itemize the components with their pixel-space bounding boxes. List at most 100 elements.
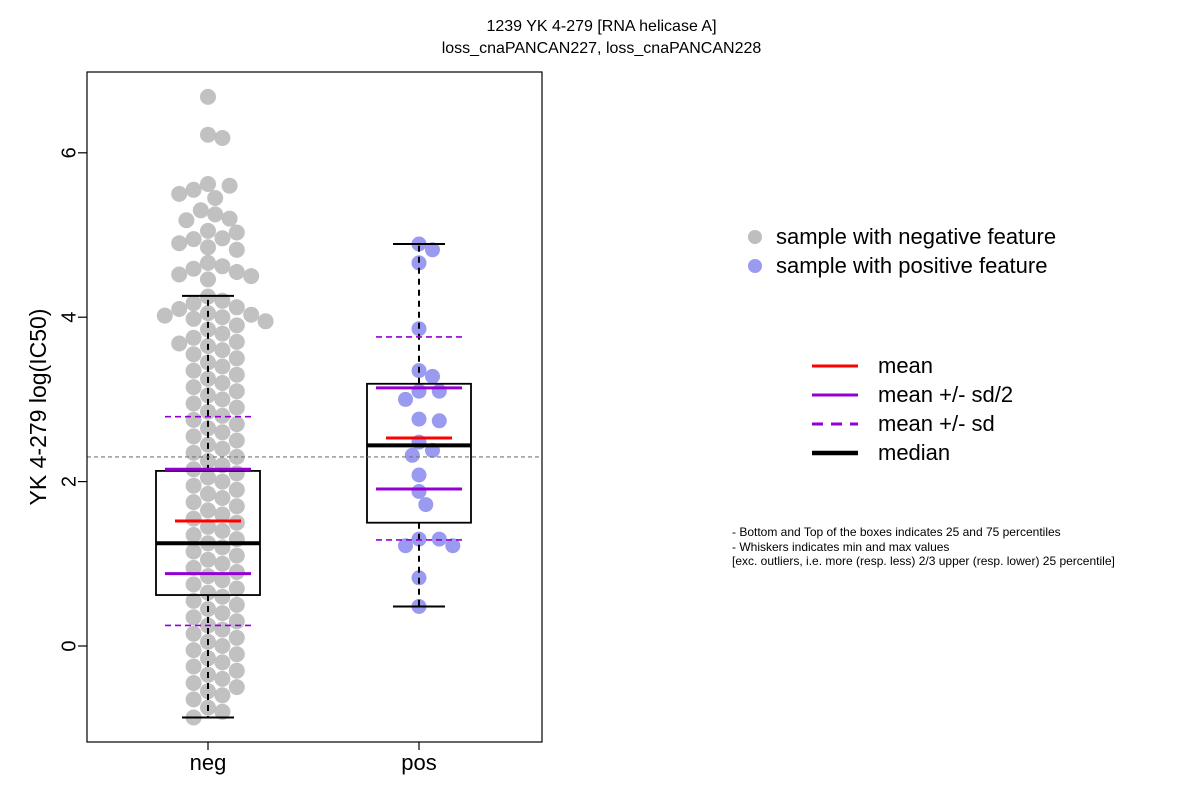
- data-point: [228, 432, 245, 449]
- data-point: [228, 646, 245, 663]
- data-point: [228, 613, 245, 630]
- data-point: [207, 206, 224, 223]
- data-point: [171, 301, 188, 317]
- data-point: [398, 538, 413, 554]
- data-point: [171, 185, 188, 202]
- axis-layer: 0 2 4 6 YK 4-279 log(IC50) neg pos: [25, 147, 437, 775]
- x-tick-label: neg: [190, 750, 227, 775]
- data-point: [411, 411, 427, 427]
- data-point: [200, 387, 216, 404]
- data-point: [214, 588, 231, 605]
- legend-label-sd: mean +/- sd: [878, 410, 995, 436]
- data-point: [214, 258, 231, 275]
- data-point: [185, 260, 202, 277]
- data-point: [411, 484, 427, 499]
- data-point: [185, 428, 202, 445]
- y-axis-label: YK 4-279 log(IC50): [25, 309, 51, 506]
- data-point: [171, 266, 188, 283]
- lines-legend: mean mean +/- sd/2 mean +/- sd median: [812, 351, 1013, 467]
- legend-label-positive: sample with positive feature: [776, 252, 1048, 278]
- data-point: [214, 230, 231, 247]
- data-point: [185, 329, 202, 346]
- y-tick-label: 2: [58, 476, 80, 487]
- data-point: [221, 210, 238, 227]
- data-point: [214, 325, 231, 342]
- data-point: [228, 416, 245, 433]
- data-point: [228, 383, 245, 400]
- data-point: [214, 638, 231, 654]
- stats-layer: [155, 243, 472, 719]
- data-point: [185, 527, 202, 543]
- data-point: [185, 543, 202, 560]
- data-point: [185, 411, 202, 428]
- data-point: [214, 309, 231, 326]
- data-point: [214, 555, 231, 572]
- data-point: [228, 399, 245, 416]
- data-point: [228, 662, 245, 679]
- data-point: [185, 625, 202, 642]
- data-point: [411, 383, 427, 399]
- y-tick-label: 6: [58, 147, 80, 158]
- data-point: [200, 551, 216, 568]
- iqr-box: [366, 382, 472, 524]
- legend-label-mean: mean: [878, 352, 934, 378]
- data-point: [200, 88, 216, 105]
- data-point: [185, 362, 202, 379]
- data-point: [228, 317, 245, 334]
- data-point: [185, 181, 202, 198]
- data-point: [200, 485, 216, 502]
- data-point: [185, 477, 202, 494]
- chart-title: 1239 YK 4-279 [RNA helicase A]: [486, 18, 717, 35]
- half-sd-line-icon: [812, 393, 858, 396]
- data-point: [178, 212, 195, 229]
- data-point: [185, 444, 202, 461]
- data-point: [200, 222, 216, 239]
- data-point: [214, 375, 231, 391]
- legend-item-half-sd: mean +/- sd/2: [812, 380, 1013, 409]
- data-point: [200, 650, 216, 667]
- data-point: [185, 691, 202, 708]
- data-point: [214, 391, 231, 408]
- data-point: [431, 413, 447, 429]
- data-point: [200, 176, 216, 192]
- note-line-2: - Whiskers indicates min and max values: [732, 539, 950, 554]
- legend-item-median: median: [812, 438, 1013, 467]
- data-point: [171, 335, 188, 352]
- data-point: [214, 654, 231, 671]
- data-point: [418, 497, 434, 513]
- data-point: [257, 313, 274, 330]
- data-point: [431, 531, 447, 547]
- sd-line-icon: [812, 422, 858, 425]
- negative-dot-icon: [748, 229, 762, 244]
- data-point: [192, 202, 209, 219]
- legend-item-sd: mean +/- sd: [812, 409, 1013, 438]
- data-point: [185, 346, 202, 363]
- data-point: [200, 502, 216, 519]
- data-point: [228, 629, 245, 646]
- note-line-1: - Bottom and Top of the boxes indicates …: [732, 525, 1061, 539]
- data-point: [200, 453, 216, 469]
- data-point: [214, 342, 231, 359]
- data-point: [185, 231, 202, 248]
- data-point: [228, 350, 245, 367]
- points-layer: [156, 88, 461, 726]
- data-point: [214, 572, 231, 589]
- data-point: [200, 683, 216, 700]
- data-point: [243, 268, 260, 285]
- note-line-3: [exc. outliers, i.e. more (resp. less) 2…: [732, 554, 1115, 568]
- data-point: [228, 241, 245, 258]
- data-point: [398, 391, 413, 407]
- data-point: [185, 658, 202, 675]
- data-point: [445, 538, 461, 554]
- data-point: [200, 469, 216, 486]
- data-point: [228, 264, 245, 280]
- data-point: [228, 299, 245, 316]
- data-point: [214, 670, 231, 687]
- data-point: [200, 568, 216, 585]
- positive-dot-icon: [748, 258, 762, 273]
- y-tick-label: 4: [58, 312, 80, 323]
- data-point: [425, 368, 440, 384]
- data-point: [185, 576, 202, 593]
- data-point: [185, 310, 202, 327]
